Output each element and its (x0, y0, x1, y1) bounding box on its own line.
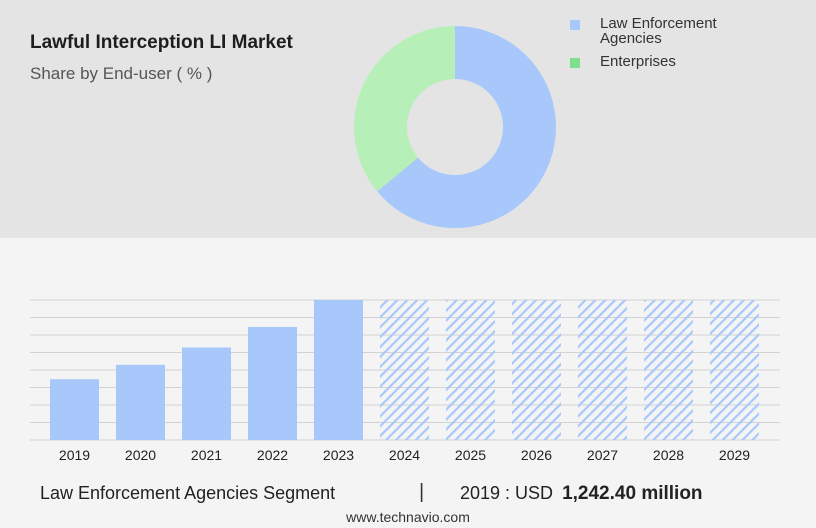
x-tick-label-2024: 2024 (389, 447, 420, 463)
legend-label-law-enforcement-line2: Agencies (600, 30, 662, 47)
chart-title: Lawful Interception LI Market (30, 32, 293, 53)
footer-segment-name: Law Enforcement Agencies Segment (40, 483, 336, 503)
donut-slice-law-enforcement-agencies (377, 26, 556, 229)
footer-divider: | (419, 481, 425, 503)
legend-item-law-enforcement: Law Enforcement Agencies (570, 16, 800, 46)
x-tick-label-2025: 2025 (455, 447, 486, 463)
footer-value: 2019 : USD 1,242.40 million (460, 483, 703, 505)
bar-2027 (578, 300, 627, 440)
donut-chart (354, 26, 556, 229)
footer-value-prefix: 2019 : USD (460, 483, 554, 503)
bar-2029 (710, 300, 759, 440)
x-tick-label-2023: 2023 (323, 447, 354, 463)
x-tick-label-2027: 2027 (587, 447, 618, 463)
legend: Law Enforcement Agencies Enterprises (570, 16, 800, 77)
x-tick-label-2028: 2028 (653, 447, 684, 463)
bar-2026 (512, 300, 561, 440)
bar-chart: 2019 2020 2021 2022 2023 2024 2025 2026 2027 2028… (30, 299, 780, 463)
legend-item-enterprises: Enterprises (570, 54, 800, 69)
x-tick-label-2020: 2020 (125, 447, 156, 463)
chart-subtitle: Share by End-user ( % ) (30, 64, 213, 83)
bar-2028 (644, 300, 693, 440)
x-tick-label-2029: 2029 (719, 447, 750, 463)
x-tick-label-2026: 2026 (521, 447, 552, 463)
bar-2024 (380, 300, 429, 440)
x-tick-label-2022: 2022 (257, 447, 288, 463)
legend-swatch-law-enforcement (570, 20, 580, 30)
footer-value-strong: 1,242.40 million (562, 483, 703, 504)
legend-label-enterprises: Enterprises (600, 53, 676, 70)
bar-2019 (50, 379, 99, 440)
bar-2023 (314, 300, 363, 440)
bar-2025 (446, 300, 495, 440)
bar-2022 (248, 326, 297, 440)
source-link[interactable]: www.technavio.com (346, 509, 470, 525)
footer: Law Enforcement Agencies Segment | 2019 … (0, 480, 816, 506)
donut-slice-enterprises (354, 26, 455, 192)
x-tick-label-2019: 2019 (59, 447, 90, 463)
bar-2021 (182, 347, 231, 440)
x-tick-label-2021: 2021 (191, 447, 222, 463)
legend-swatch-enterprises (570, 58, 580, 68)
legend-label-law-enforcement-line1: Law Enforcement (600, 15, 717, 32)
bar-2020 (116, 364, 165, 440)
